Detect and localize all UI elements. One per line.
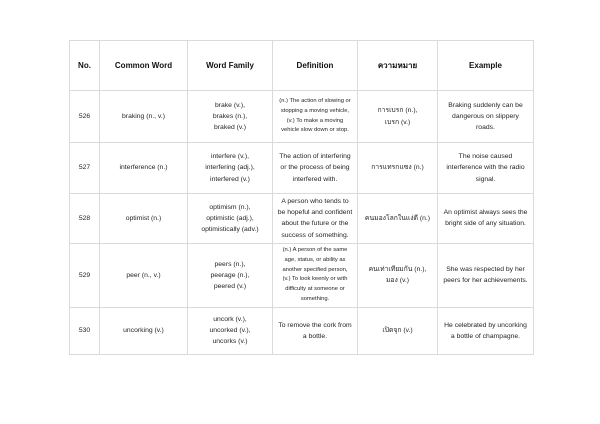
cell-example: She was respected by her peers for her a…	[437, 242, 534, 308]
cell-common-word: peer (n., v.)	[99, 242, 188, 308]
cell-no: 529	[69, 242, 100, 308]
cell-example: He celebrated by uncorking a bottle of c…	[437, 306, 534, 355]
cell-no: 527	[69, 142, 100, 194]
cell-example: Braking suddenly can be dangerous on sli…	[437, 90, 534, 143]
cell-meaning: คนมองโลกในแง่ดี (n.)	[357, 193, 438, 244]
cell-word-family: uncork (v.), uncorked (v.), uncorks (v.)	[187, 306, 273, 355]
table-header-row: No. Common Word Word Family Definition ค…	[69, 40, 534, 91]
table-row: 527 interference (n.) interfere (v.), in…	[69, 142, 534, 194]
cell-definition: To remove the cork from a bottle.	[272, 306, 358, 355]
cell-common-word: interference (n.)	[99, 142, 188, 194]
table-row: 526 braking (n., v.) brake (v.), brakes …	[69, 90, 534, 143]
cell-no: 530	[69, 306, 100, 355]
cell-word-family: brake (v.), brakes (n.), braked (v.)	[187, 90, 273, 143]
cell-common-word: optimist (n.)	[99, 193, 188, 244]
cell-word-family: interfere (v.), interfering (adj.), inte…	[187, 142, 273, 194]
cell-definition: A person who tends to be hopeful and con…	[272, 193, 358, 244]
cell-common-word: uncorking (v.)	[99, 306, 188, 355]
cell-word-family: peers (n.), peerage (n.), peered (v.)	[187, 242, 273, 308]
table-row: 528 optimist (n.) optimism (n.), optimis…	[69, 193, 534, 244]
cell-definition: (n.) A person of the same age, status, o…	[272, 242, 358, 308]
header-definition: Definition	[272, 40, 358, 91]
cell-word-family: optimism (n.), optimistic (adj.), optimi…	[187, 193, 273, 244]
header-no: No.	[69, 40, 100, 91]
cell-definition: The action of interfering or the process…	[272, 142, 358, 194]
header-example: Example	[437, 40, 534, 91]
cell-meaning: การเบรก (n.), เบรก (v.)	[357, 90, 438, 143]
header-word-family: Word Family	[187, 40, 273, 91]
table-row: 529 peer (n., v.) peers (n.), peerage (n…	[69, 242, 534, 308]
header-common-word: Common Word	[99, 40, 188, 91]
cell-common-word: braking (n., v.)	[99, 90, 188, 143]
cell-example: The noise caused interference with the r…	[437, 142, 534, 194]
cell-meaning: คนเท่าเทียมกัน (n.), มอง (v.)	[357, 242, 438, 308]
cell-meaning: การแทรกแซง (n.)	[357, 142, 438, 194]
cell-example: An optimist always sees the bright side …	[437, 193, 534, 244]
cell-meaning: เปิดจุก (v.)	[357, 306, 438, 355]
cell-no: 528	[69, 193, 100, 244]
cell-no: 526	[69, 90, 100, 143]
vocabulary-table: No. Common Word Word Family Definition ค…	[69, 40, 534, 355]
table-row: 530 uncorking (v.) uncork (v.), uncorked…	[69, 306, 534, 355]
header-meaning: ความหมาย	[357, 40, 438, 91]
cell-definition: (n.) The action of slowing or stopping a…	[272, 90, 358, 143]
